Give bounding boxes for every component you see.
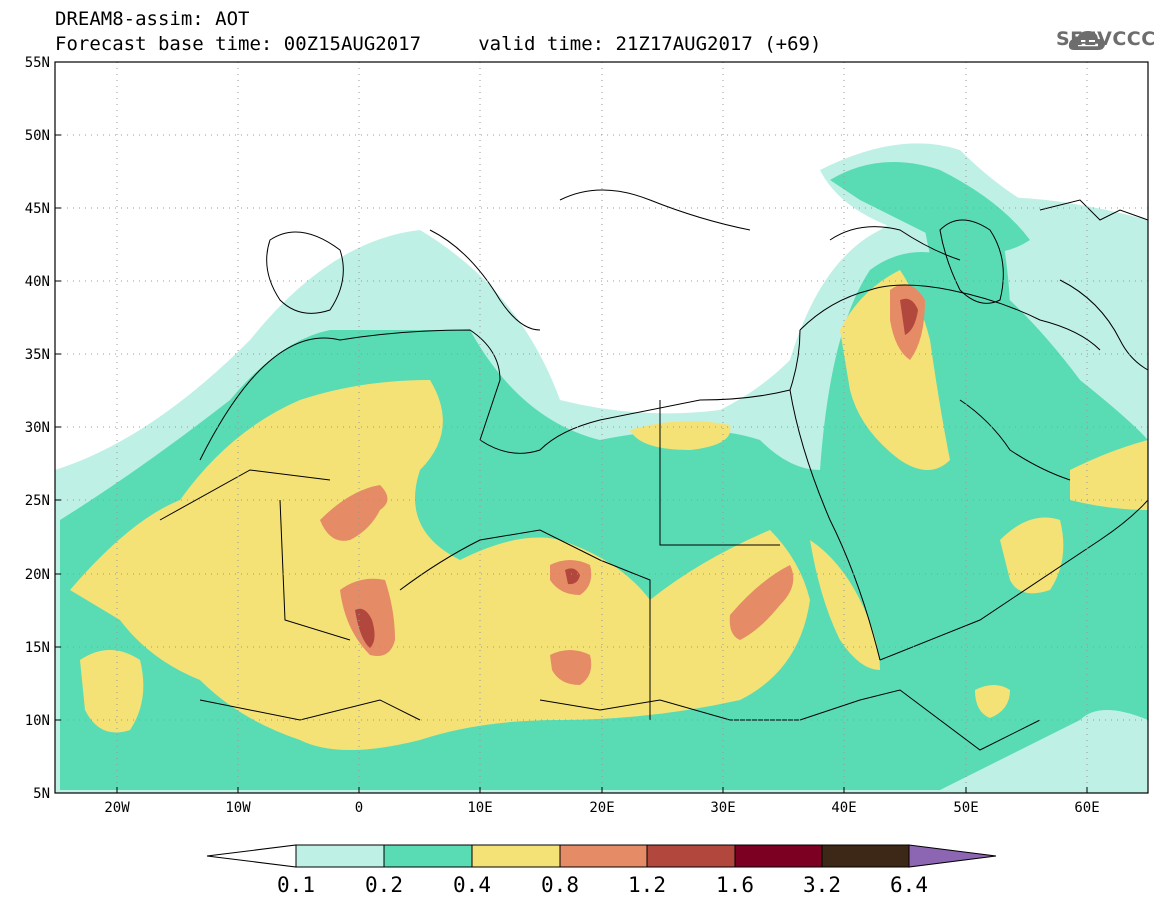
aot-level-0.4: [70, 270, 1148, 750]
lat-label: 35N: [25, 347, 50, 363]
colorbar-label: 0.2: [365, 873, 403, 897]
cloud-icon: [1068, 31, 1106, 50]
map-title: DREAM8-assim: AOT: [55, 8, 250, 30]
colorbar-labels: 0.1 0.2 0.4 0.8 1.2 1.6 3.2 6.4: [277, 873, 928, 897]
lon-label: 0: [355, 800, 363, 816]
aot-level-1.2: [355, 298, 918, 648]
colorbar-swatch: [559, 844, 648, 868]
colorbar-label: 3.2: [803, 873, 841, 897]
lat-label: 55N: [25, 55, 50, 71]
grid-lines: [55, 62, 1148, 793]
colorbar-high-arrow: [908, 844, 997, 868]
colorbar-label: 1.2: [628, 873, 666, 897]
lat-label: 5N: [33, 786, 50, 802]
lon-label: 20W: [104, 800, 130, 816]
forecast-time-line: Forecast base time: 00Z15AUG2017 valid t…: [55, 33, 822, 55]
lon-label: 50E: [953, 800, 978, 816]
colorbar-swatch: [646, 844, 736, 868]
lat-label: 25N: [25, 493, 50, 509]
lat-label: 20N: [25, 567, 50, 583]
colorbar-label: 1.6: [716, 873, 754, 897]
aot-field: [55, 62, 1148, 793]
colorbar-swatch: [383, 844, 473, 868]
seevccc-logo: SEEVCCC: [1056, 28, 1156, 50]
lon-label: 20E: [589, 800, 614, 816]
colorbar-swatch: [821, 844, 910, 868]
lat-label: 15N: [25, 640, 50, 656]
lat-label: 30N: [25, 420, 50, 436]
colorbar-label: 6.4: [890, 873, 928, 897]
colorbar: [206, 844, 997, 868]
lon-label: 10E: [467, 800, 492, 816]
lon-label: 60E: [1074, 800, 1099, 816]
lat-label: 40N: [25, 274, 50, 290]
lat-label: 10N: [25, 713, 50, 729]
colorbar-label: 0.4: [453, 873, 491, 897]
tick-marks: [55, 61, 1088, 794]
colorbar-label: 0.8: [541, 873, 579, 897]
lon-label: 10W: [225, 800, 251, 816]
lon-label: 40E: [831, 800, 856, 816]
colorbar-swatch: [295, 844, 385, 868]
lat-label: 50N: [25, 128, 50, 144]
lat-label: 45N: [25, 201, 50, 217]
lon-label: 30E: [710, 800, 735, 816]
borders: [159, 189, 1148, 751]
colorbar-swatch: [734, 844, 823, 868]
lon-labels: 20W 10W 0 10E 20E 30E 40E 50E 60E: [104, 800, 1099, 816]
colorbar-label: 0.1: [277, 873, 315, 897]
colorbar-low-arrow: [206, 844, 297, 868]
colorbar-swatch: [471, 844, 561, 868]
lat-labels: 55N 50N 45N 40N 35N 30N 25N 20N 15N 10N …: [25, 55, 50, 802]
